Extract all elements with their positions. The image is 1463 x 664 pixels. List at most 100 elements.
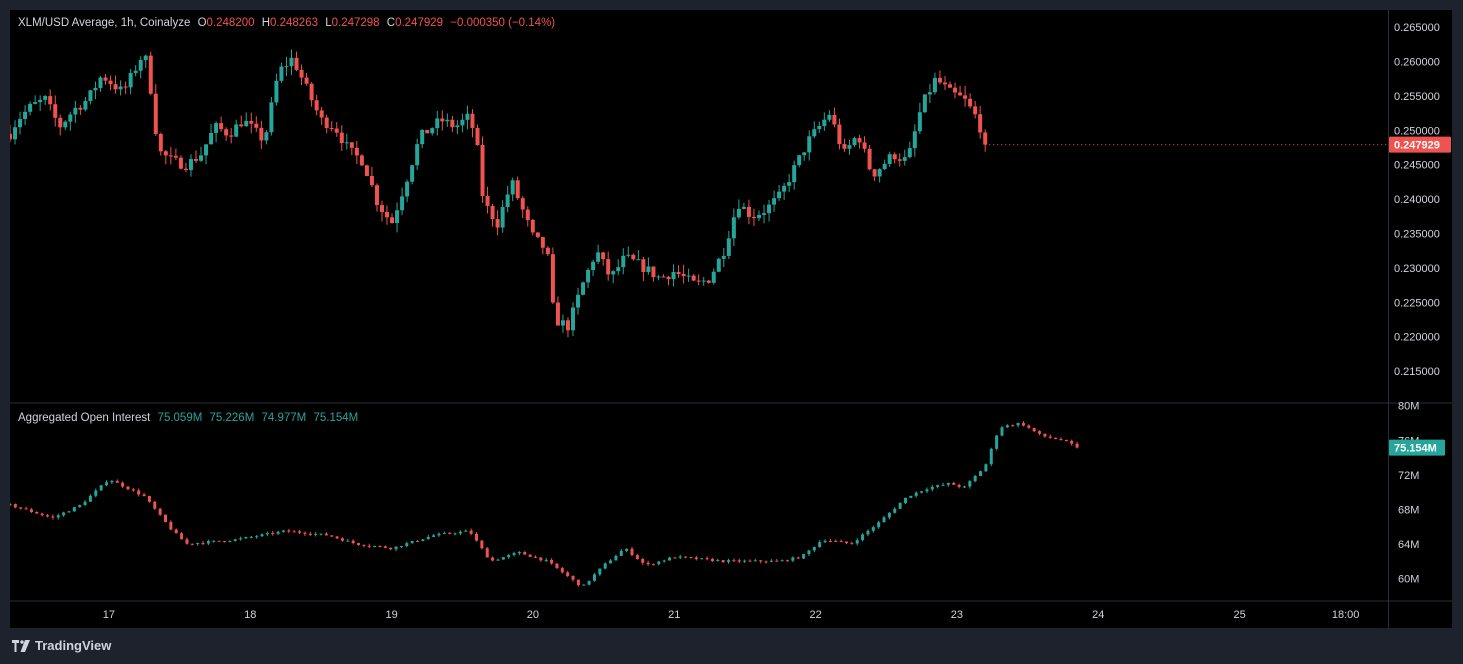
price-candle xyxy=(621,255,626,268)
oi-candle xyxy=(126,486,130,490)
oi-candle xyxy=(228,540,232,542)
price-candle xyxy=(601,252,606,260)
close-label: C xyxy=(386,17,396,29)
oi-candle xyxy=(946,482,950,485)
oi-candle xyxy=(855,540,859,544)
oi-candle xyxy=(1064,440,1068,442)
change-value: −0.000350 (−0.14%) xyxy=(450,17,556,29)
oi-candle xyxy=(995,435,999,449)
price-candle xyxy=(68,114,73,122)
chart-svg[interactable]: 0.265000 0.260000 0.255000 0.250000 0.245000… xyxy=(8,10,1452,628)
oi-candle xyxy=(164,514,168,522)
price-candle xyxy=(63,121,68,128)
oi-candle xyxy=(303,532,307,534)
oi-candle xyxy=(587,580,591,585)
price-candle xyxy=(726,238,731,256)
price-candle xyxy=(420,129,425,145)
oi-candle xyxy=(217,540,221,542)
last-oi-label: 75.154M xyxy=(1394,443,1437,455)
last-price-label: 0.247929 xyxy=(1394,140,1440,152)
oi-candle xyxy=(453,533,457,535)
oi-candle xyxy=(260,534,264,537)
open-value: 0.248200 xyxy=(206,17,255,29)
oi-candle xyxy=(512,553,516,556)
tradingview-logo-icon xyxy=(12,639,30,652)
price-candle xyxy=(138,60,143,71)
oi-candle xyxy=(222,541,226,543)
price-candle xyxy=(415,144,420,166)
oi-candle xyxy=(533,556,537,558)
price-candle xyxy=(797,155,802,166)
oi-candle xyxy=(292,531,296,533)
price-candle xyxy=(289,57,294,67)
price-candle xyxy=(83,101,88,110)
time-axis-tick: 24 xyxy=(1092,609,1104,621)
oi-candle xyxy=(603,563,607,569)
time-axis-tick: 20 xyxy=(527,609,539,621)
price-candle xyxy=(656,276,661,278)
price-candle xyxy=(802,152,807,156)
price-candle xyxy=(510,180,515,195)
oi-candle xyxy=(716,560,720,562)
oi-candle xyxy=(416,540,420,542)
price-axis-tick: 0.220000 xyxy=(1394,332,1440,344)
price-candle xyxy=(817,125,822,130)
open-label: O xyxy=(197,17,207,29)
oi-candle xyxy=(501,557,505,560)
low-label: L xyxy=(325,17,332,29)
oi-candle xyxy=(592,574,596,581)
oi-candle xyxy=(233,539,237,541)
price-candle xyxy=(219,123,224,130)
oi-candle xyxy=(684,556,688,558)
oi-axis-tick: 72M xyxy=(1398,470,1419,482)
oi-candle xyxy=(914,492,918,496)
price-candle xyxy=(631,254,636,260)
price-candle xyxy=(38,99,43,103)
price-candle xyxy=(199,155,204,161)
oi-candle xyxy=(212,540,216,542)
price-candle xyxy=(777,191,782,199)
oi-candle xyxy=(78,505,82,508)
price-candle xyxy=(73,107,78,115)
price-candle xyxy=(812,129,817,137)
oi-candle xyxy=(979,471,983,477)
price-candle xyxy=(968,98,973,107)
oi-candle xyxy=(844,541,848,544)
tradingview-brand[interactable]: TradingView xyxy=(12,638,111,653)
price-candle xyxy=(827,114,832,120)
oi-candle xyxy=(201,543,205,545)
chart-area[interactable]: 0.265000 0.260000 0.255000 0.250000 0.245000… xyxy=(8,10,1452,628)
price-candle xyxy=(837,124,842,145)
oi-candle xyxy=(491,557,495,561)
price-candle xyxy=(480,145,485,196)
oi-candle xyxy=(598,568,602,575)
price-candle xyxy=(369,176,374,186)
oi-candle xyxy=(523,551,527,555)
price-candle xyxy=(485,195,490,206)
oi-candle xyxy=(46,515,50,517)
price-candle xyxy=(932,77,937,93)
oi-candle xyxy=(802,554,806,559)
price-candle xyxy=(188,158,193,171)
oi-candle xyxy=(169,521,173,530)
oi-candle xyxy=(276,531,280,534)
oi-candle xyxy=(984,464,988,472)
oi-candle xyxy=(694,557,698,560)
oi-candle xyxy=(357,543,361,545)
price-candle xyxy=(922,94,927,113)
oi-candle xyxy=(442,533,446,535)
price-candle xyxy=(204,144,209,156)
oi-candle xyxy=(705,558,709,560)
price-candle xyxy=(269,102,274,133)
oi-candle xyxy=(1032,427,1036,432)
price-candle xyxy=(103,77,108,81)
oi-candle xyxy=(265,533,269,535)
oi-candle xyxy=(1027,425,1031,428)
oi-candle xyxy=(83,501,87,506)
oi-candle xyxy=(437,533,441,536)
price-candle xyxy=(892,154,897,160)
price-candle xyxy=(374,185,379,206)
price-candle xyxy=(606,259,611,275)
price-candle xyxy=(178,157,183,169)
price-candle xyxy=(867,148,872,170)
